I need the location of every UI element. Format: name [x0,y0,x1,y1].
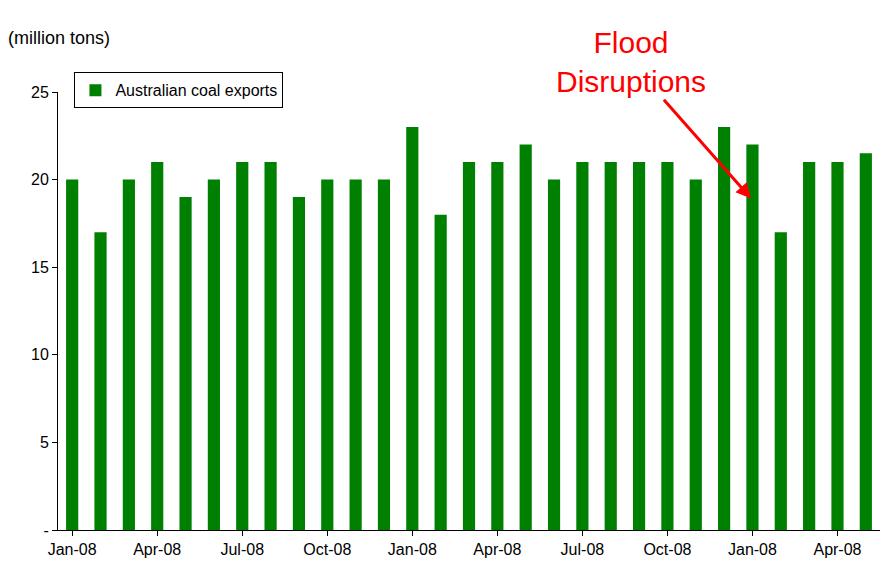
svg-text:Apr-08: Apr-08 [473,541,521,558]
svg-text:Apr-08: Apr-08 [813,541,861,558]
svg-text:5: 5 [40,434,49,451]
svg-text:Apr-08: Apr-08 [133,541,181,558]
svg-text:25: 25 [31,84,49,101]
svg-text:10: 10 [31,346,49,363]
svg-text:20: 20 [31,171,49,188]
svg-text:Jul-08: Jul-08 [561,541,605,558]
svg-text:Oct-08: Oct-08 [643,541,691,558]
svg-text:FloodDisruptions: FloodDisruptions [556,26,706,98]
svg-text:15: 15 [31,259,49,276]
svg-text:Australian coal exports: Australian coal exports [115,82,277,99]
svg-text:Jan-08: Jan-08 [728,541,777,558]
svg-text:Jul-08: Jul-08 [220,541,264,558]
svg-text:-: - [43,522,48,539]
svg-text:Jan-08: Jan-08 [388,541,437,558]
svg-text:Jan-08: Jan-08 [48,541,97,558]
svg-text:Oct-08: Oct-08 [303,541,351,558]
svg-text:(million tons): (million tons) [8,28,110,48]
